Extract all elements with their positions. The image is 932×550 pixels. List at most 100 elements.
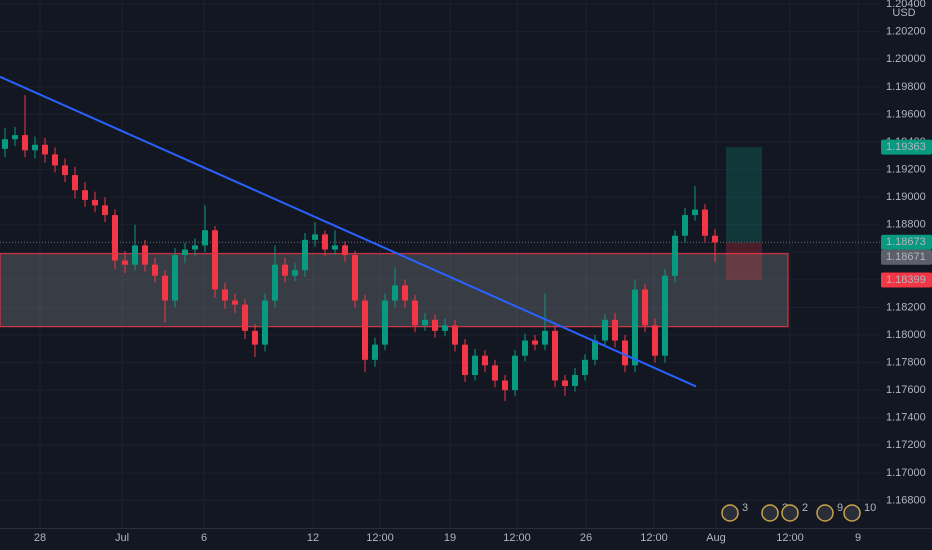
candle-body — [332, 245, 338, 250]
candle-body — [362, 300, 368, 360]
x-tick-label: Jul — [115, 532, 129, 544]
price-badge — [881, 139, 932, 155]
candle-body — [702, 209, 708, 236]
candle-body — [62, 165, 68, 176]
candle-body — [492, 365, 498, 381]
x-tick-label: 28 — [34, 532, 46, 544]
candle-body — [172, 255, 178, 301]
candle-body — [682, 215, 688, 236]
candle-body — [652, 325, 658, 356]
event-icon — [761, 504, 779, 522]
event-count: 10 — [864, 502, 876, 514]
y-tick-label: 1.17200 — [886, 439, 926, 451]
candle-body — [502, 380, 508, 391]
candle-body — [352, 255, 358, 301]
candle-body — [312, 234, 318, 240]
candle-body — [382, 300, 388, 345]
candle-body — [222, 289, 228, 301]
y-tick-label: 1.19200 — [886, 163, 926, 175]
candle-body — [672, 235, 678, 276]
y-tick-label: 1.20000 — [886, 53, 926, 65]
x-tick-label: Aug — [706, 532, 726, 544]
candle-body — [622, 340, 628, 366]
candle-body — [572, 374, 578, 387]
candle-body — [602, 319, 608, 341]
event-count: 2 — [802, 502, 808, 514]
price-label: 1.18671 — [886, 251, 926, 263]
candle-body — [692, 209, 698, 216]
candle-body — [22, 135, 28, 151]
x-tick-label: 9 — [855, 532, 861, 544]
price-label: 1.19363 — [886, 141, 926, 153]
candle-body — [632, 289, 638, 366]
y-tick-label: 1.17000 — [886, 467, 926, 479]
candle-body — [462, 344, 468, 375]
candle-body — [92, 199, 98, 206]
event-icon — [781, 504, 799, 522]
candle-body — [662, 275, 668, 356]
candle-body — [612, 319, 618, 341]
candle-body — [142, 245, 148, 265]
candle-body — [302, 239, 308, 271]
x-tick-label: 26 — [580, 532, 592, 544]
event-icon — [721, 504, 739, 522]
y-tick-label: 1.18000 — [886, 329, 926, 341]
y-tick-label: 1.18200 — [886, 301, 926, 313]
candle-body — [42, 144, 48, 155]
x-tick-label: 12 — [307, 532, 319, 544]
candle-body — [452, 325, 458, 345]
position-target — [726, 147, 762, 243]
y-tick-label: 1.19800 — [886, 81, 926, 93]
candle-body — [252, 330, 258, 345]
candle-body — [202, 230, 208, 246]
event-icon — [816, 504, 834, 522]
candle-body — [272, 264, 278, 301]
event-icon — [843, 504, 861, 522]
candle-body — [182, 249, 188, 256]
position-stop — [726, 242, 762, 280]
candle-body — [242, 304, 248, 331]
candle-body — [12, 135, 18, 140]
y-tick-label: 1.16800 — [886, 494, 926, 506]
candle-body — [422, 319, 428, 326]
price-badge — [881, 234, 932, 250]
candle-body — [412, 300, 418, 326]
candle-body — [132, 245, 138, 265]
candle-body — [402, 285, 408, 301]
candle-body — [552, 330, 558, 381]
candle-body — [392, 285, 398, 301]
candle-body — [532, 340, 538, 345]
candle-body — [642, 289, 648, 326]
candle-body — [292, 270, 298, 276]
candle-body — [582, 359, 588, 375]
candle-body — [32, 144, 38, 151]
candle-body — [342, 245, 348, 256]
candle-body — [122, 260, 128, 265]
price-label: 1.18673 — [886, 236, 926, 248]
y-tick-label: 1.17600 — [886, 384, 926, 396]
candle-body — [562, 380, 568, 387]
candle-body — [2, 139, 8, 149]
candle-body — [102, 205, 108, 216]
candle-body — [712, 235, 718, 243]
price-badge — [881, 249, 932, 265]
candle-body — [112, 215, 118, 261]
candle-body — [592, 340, 598, 360]
candle-body — [262, 300, 268, 345]
candle-body — [472, 355, 478, 375]
x-tick-label: 12:00 — [640, 532, 668, 544]
trendline — [0, 75, 697, 388]
candle-body — [212, 230, 218, 290]
x-tick-label: 6 — [201, 532, 207, 544]
candle-body — [152, 264, 158, 276]
candle-body — [522, 340, 528, 356]
candle-body — [232, 300, 238, 305]
candle-body — [512, 355, 518, 391]
candle-body — [82, 190, 88, 200]
price-label: 1.18399 — [886, 274, 926, 286]
x-tick-label: 12:00 — [503, 532, 531, 544]
candle-body — [442, 325, 448, 331]
y-tick-label: 1.17400 — [886, 412, 926, 424]
candle-body — [322, 234, 328, 250]
